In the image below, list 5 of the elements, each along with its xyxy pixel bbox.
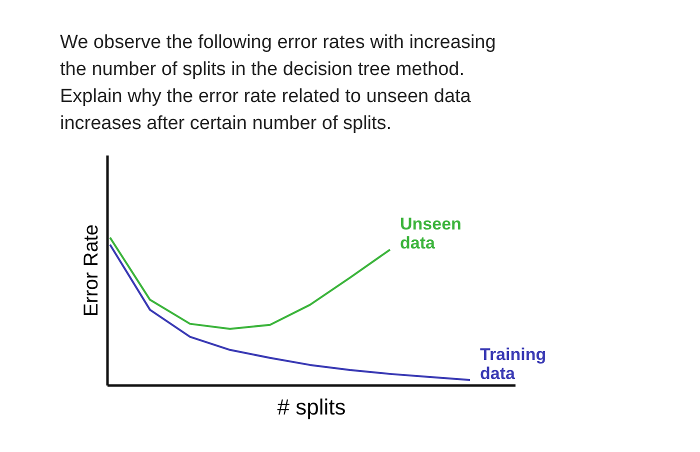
series-label: Training data xyxy=(480,344,546,383)
y-axis-title: Error Rate xyxy=(80,224,102,317)
x-axis-title: # splits xyxy=(277,394,346,420)
series-label: Unseen data xyxy=(400,214,462,253)
chart-title: We observe the following error rates with increasing the number of splits in the decision tree method. Explain why the error rate related to unseen data increases after certain number of splits. xyxy=(60,32,496,134)
